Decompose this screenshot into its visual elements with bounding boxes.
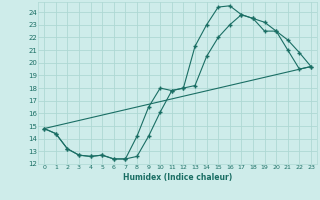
X-axis label: Humidex (Indice chaleur): Humidex (Indice chaleur) [123,173,232,182]
